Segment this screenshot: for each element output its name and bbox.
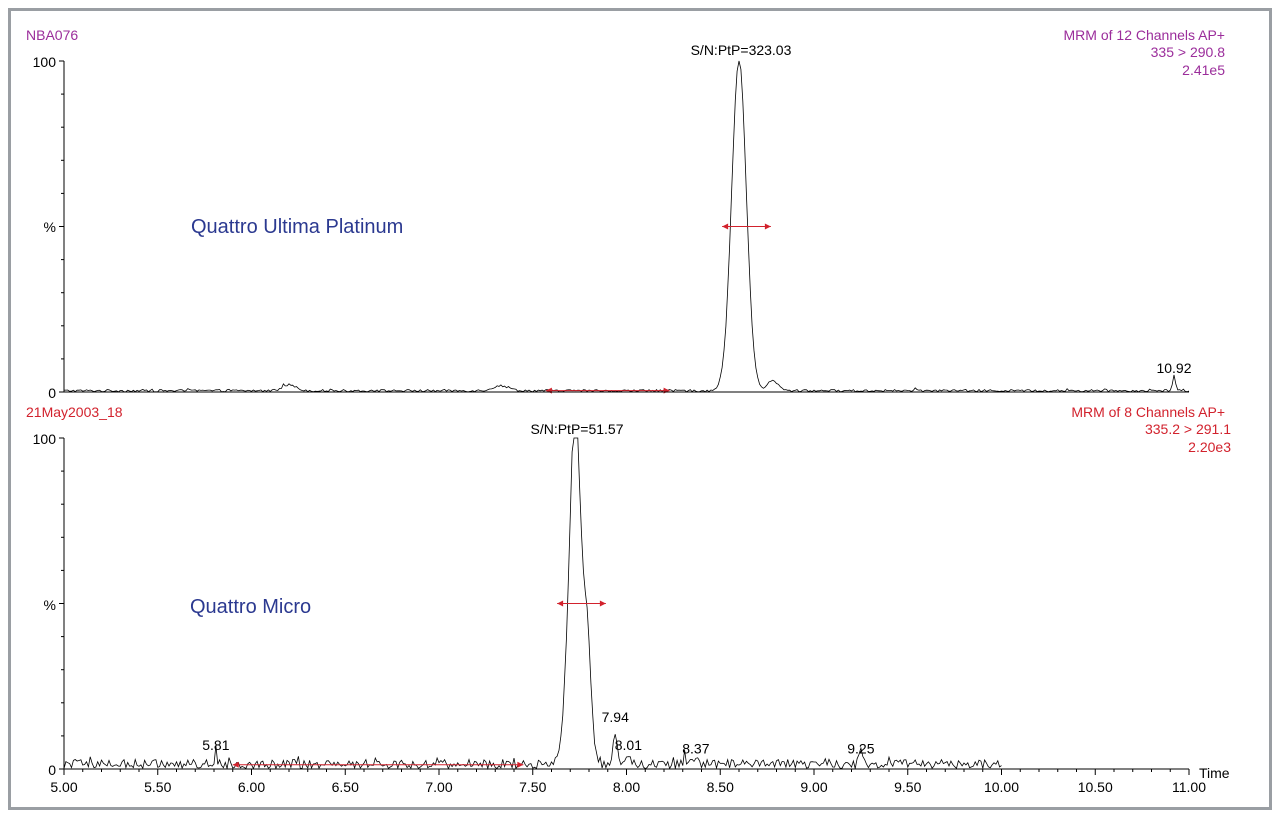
top-peak-width-marker-left-arrow — [722, 223, 729, 230]
x-tick-label: 9.50 — [894, 779, 921, 795]
x-tick-label: 10.00 — [984, 779, 1019, 795]
bottom-sn-label: S/N:PtP=51.57 — [530, 421, 623, 437]
x-tick-label: 8.50 — [707, 779, 734, 795]
x-tick-label: 5.50 — [144, 779, 171, 795]
bottom-header-line-3: 2.20e3 — [1188, 439, 1231, 455]
x-tick-label: 6.00 — [238, 779, 265, 795]
top-header-line-3: 2.41e5 — [1182, 62, 1225, 78]
x-tick-label: 7.00 — [425, 779, 452, 795]
chromatogram-chart: NBA076 MRM of 12 Channels AP+ 335 > 290.… — [26, 27, 1231, 795]
top-sn-label: S/N:PtP=323.03 — [691, 42, 792, 58]
bottom-y-tick-100: 100 — [33, 431, 57, 447]
bottom-y-tick-0: 0 — [48, 762, 56, 778]
top-y-label: % — [44, 219, 56, 235]
bottom-header-line-1: MRM of 8 Channels AP+ — [1071, 404, 1225, 420]
bottom-peak-label: 8.37 — [682, 740, 709, 756]
x-tick-label: 7.50 — [519, 779, 546, 795]
x-tick-label: 10.50 — [1078, 779, 1113, 795]
bottom-peak-label: 9.25 — [847, 740, 874, 756]
bottom-instrument-label: Quattro Micro — [190, 596, 311, 618]
top-peak-label: 10.92 — [1156, 360, 1191, 376]
bottom-peak-label: 8.01 — [615, 737, 642, 753]
x-axis-label: Time — [1199, 765, 1230, 781]
top-header-line-1: MRM of 12 Channels AP+ — [1064, 27, 1225, 43]
bottom-y-label: % — [44, 597, 56, 613]
bottom-peak-label: 7.94 — [602, 709, 629, 725]
top-peak-width-marker-right-arrow — [764, 223, 771, 230]
x-tick-label: 11.00 — [1172, 779, 1206, 795]
bottom-peak-width-marker-right-arrow — [599, 600, 606, 607]
x-tick-label: 9.00 — [800, 779, 827, 795]
chromatogram-figure: NBA076 MRM of 12 Channels AP+ 335 > 290.… — [8, 8, 1272, 810]
top-y-tick-0: 0 — [48, 385, 56, 401]
x-tick-label: 6.50 — [332, 779, 359, 795]
top-y-tick-100: 100 — [33, 54, 57, 70]
top-sample-id: NBA076 — [26, 27, 78, 43]
chart-marks: 10.92 5.81 7.94 8.01 8.37 9.25 5.00 5.50 6.00 6.5… — [50, 60, 1206, 795]
bottom-noise-range-marker-left-arrow — [232, 761, 239, 768]
top-header-line-2: 335 > 290.8 — [1151, 44, 1226, 60]
x-tick-label: 5.00 — [50, 779, 77, 795]
bottom-trace-line — [63, 437, 1002, 771]
top-noise-range-marker-left-arrow — [545, 387, 552, 394]
bottom-header-line-2: 335.2 > 291.1 — [1145, 421, 1231, 437]
bottom-peak-label: 5.81 — [202, 737, 229, 753]
x-tick-label: 8.00 — [613, 779, 640, 795]
bottom-peak-width-marker-left-arrow — [557, 600, 564, 607]
top-instrument-label: Quattro Ultima Platinum — [191, 216, 403, 238]
top-noise-range-marker-right-arrow — [663, 387, 670, 394]
bottom-sample-id: 21May2003_18 — [26, 404, 123, 420]
bottom-noise-range-marker-right-arrow — [517, 761, 524, 768]
